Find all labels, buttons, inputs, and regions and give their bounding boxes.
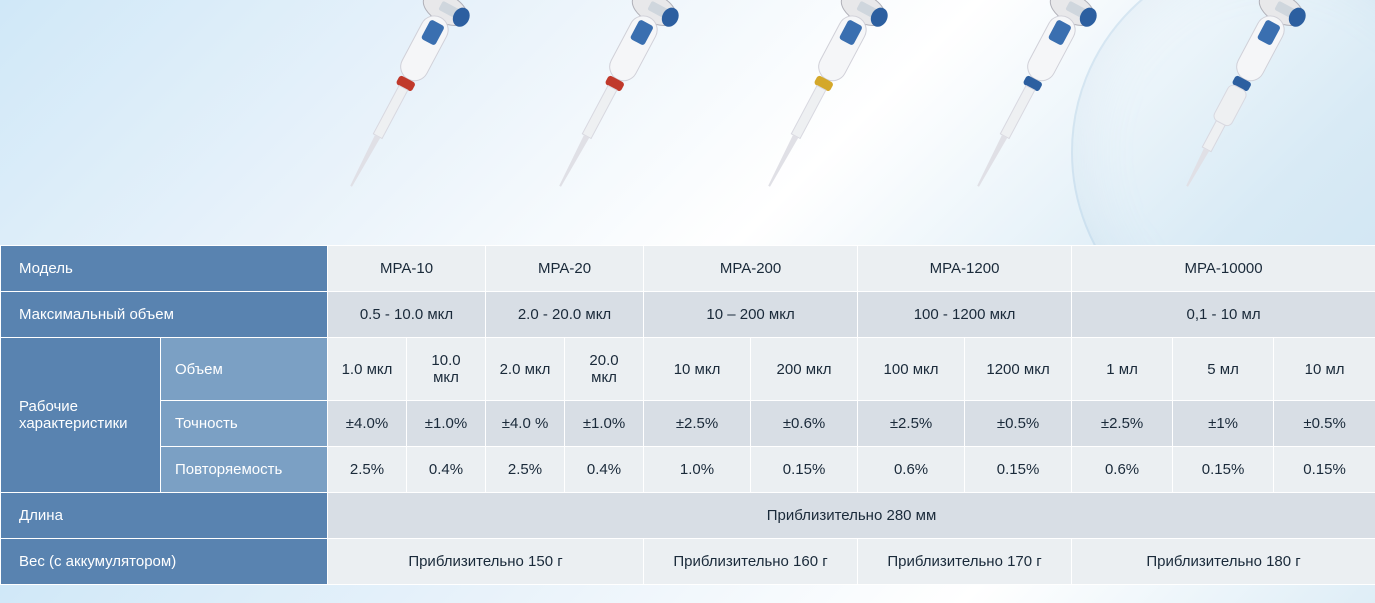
- model-3: MPA-1200: [858, 246, 1072, 292]
- label-volume: Объем: [161, 338, 328, 401]
- pipette-image-2: [559, 0, 748, 240]
- rep-9: 0.15%: [1173, 447, 1274, 493]
- label-accuracy: Точность: [161, 401, 328, 447]
- acc-7: ±0.5%: [965, 401, 1072, 447]
- model-4: MPA-10000: [1072, 246, 1375, 292]
- maxvol-1: 2.0 - 20.0 мкл: [486, 292, 644, 338]
- rep-7: 0.15%: [965, 447, 1072, 493]
- model-0: MPA-10: [328, 246, 486, 292]
- vol-0: 1.0 мкл: [328, 338, 407, 401]
- acc-10: ±0.5%: [1274, 401, 1375, 447]
- acc-8: ±2.5%: [1072, 401, 1173, 447]
- vol-6: 100 мкл: [858, 338, 965, 401]
- vol-8: 1 мл: [1072, 338, 1173, 401]
- pipette-image-1: [350, 0, 539, 240]
- row-model: Модель MPA-10 MPA-20 MPA-200 MPA-1200 MP…: [1, 246, 1375, 292]
- rep-4: 1.0%: [644, 447, 751, 493]
- label-repeatability: Повторяемость: [161, 447, 328, 493]
- acc-6: ±2.5%: [858, 401, 965, 447]
- weight-1: Приблизительно 160 г: [644, 539, 858, 585]
- rep-5: 0.15%: [751, 447, 858, 493]
- product-images-row: [0, 0, 1375, 245]
- row-length: Длина Приблизительно 280 мм: [1, 493, 1375, 539]
- weight-2: Приблизительно 170 г: [858, 539, 1072, 585]
- model-2: MPA-200: [644, 246, 858, 292]
- vol-5: 200 мкл: [751, 338, 858, 401]
- vol-3: 20.0 мкл: [565, 338, 644, 401]
- vol-9: 5 мл: [1173, 338, 1274, 401]
- label-model: Модель: [1, 246, 328, 292]
- weight-3: Приблизительно 180 г: [1072, 539, 1375, 585]
- label-performance: Рабочие характеристики: [1, 338, 161, 493]
- vol-2: 2.0 мкл: [486, 338, 565, 401]
- vol-1: 10.0 мкл: [407, 338, 486, 401]
- weight-0: Приблизительно 150 г: [328, 539, 644, 585]
- length-value: Приблизительно 280 мм: [328, 493, 1375, 539]
- acc-3: ±1.0%: [565, 401, 644, 447]
- maxvol-2: 10 – 200 мкл: [644, 292, 858, 338]
- row-volume: Рабочие характеристики Объем 1.0 мкл 10.…: [1, 338, 1375, 401]
- vol-4: 10 мкл: [644, 338, 751, 401]
- spec-table: Модель MPA-10 MPA-20 MPA-200 MPA-1200 MP…: [0, 245, 1375, 585]
- pipette-image-3: [768, 0, 957, 240]
- label-weight: Вес (с аккумулятором): [1, 539, 328, 585]
- vol-10: 10 мл: [1274, 338, 1375, 401]
- acc-9: ±1%: [1173, 401, 1274, 447]
- model-1: MPA-20: [486, 246, 644, 292]
- maxvol-4: 0,1 - 10 мл: [1072, 292, 1375, 338]
- row-repeatability: Повторяемость 2.5% 0.4% 2.5% 0.4% 1.0% 0…: [1, 447, 1375, 493]
- acc-0: ±4.0%: [328, 401, 407, 447]
- rep-8: 0.6%: [1072, 447, 1173, 493]
- acc-1: ±1.0%: [407, 401, 486, 447]
- maxvol-0: 0.5 - 10.0 мкл: [328, 292, 486, 338]
- maxvol-3: 100 - 1200 мкл: [858, 292, 1072, 338]
- row-max-volume: Максимальный объем 0.5 - 10.0 мкл 2.0 - …: [1, 292, 1375, 338]
- acc-2: ±4.0 %: [486, 401, 565, 447]
- label-length: Длина: [1, 493, 328, 539]
- rep-10: 0.15%: [1274, 447, 1375, 493]
- pipette-image-5: [1186, 0, 1375, 240]
- pipette-image-4: [977, 0, 1166, 240]
- row-weight: Вес (с аккумулятором) Приблизительно 150…: [1, 539, 1375, 585]
- rep-3: 0.4%: [565, 447, 644, 493]
- rep-1: 0.4%: [407, 447, 486, 493]
- label-max-volume: Максимальный объем: [1, 292, 328, 338]
- rep-0: 2.5%: [328, 447, 407, 493]
- vol-7: 1200 мкл: [965, 338, 1072, 401]
- acc-5: ±0.6%: [751, 401, 858, 447]
- row-accuracy: Точность ±4.0% ±1.0% ±4.0 % ±1.0% ±2.5% …: [1, 401, 1375, 447]
- rep-2: 2.5%: [486, 447, 565, 493]
- acc-4: ±2.5%: [644, 401, 751, 447]
- rep-6: 0.6%: [858, 447, 965, 493]
